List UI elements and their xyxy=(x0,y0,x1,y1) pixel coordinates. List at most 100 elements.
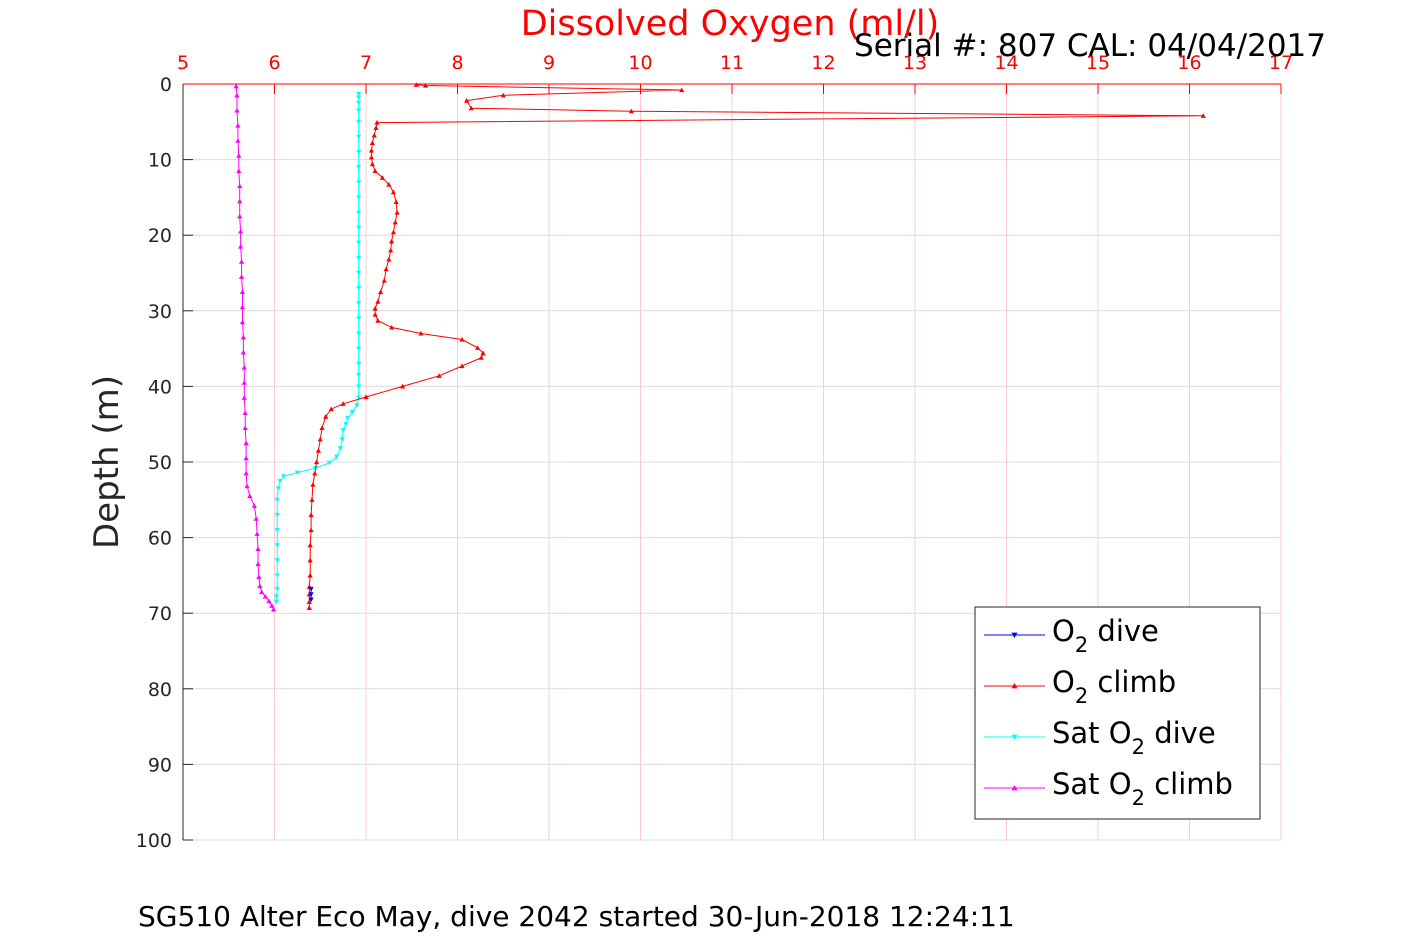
data-point xyxy=(356,395,362,401)
data-point xyxy=(237,213,243,219)
data-point xyxy=(356,225,362,231)
data-point xyxy=(340,401,346,406)
data-point xyxy=(393,199,399,205)
data-point xyxy=(319,425,325,431)
x-tick-label: 13 xyxy=(903,52,927,74)
y-tick-label: 70 xyxy=(148,603,172,625)
data-point xyxy=(356,149,362,155)
data-point xyxy=(306,605,312,610)
data-point xyxy=(242,410,248,415)
x-tick-label: 12 xyxy=(811,52,835,74)
data-point xyxy=(369,161,376,167)
series-sat-o2-climb xyxy=(233,83,277,612)
data-point xyxy=(379,175,386,180)
data-point xyxy=(386,256,392,262)
data-point xyxy=(256,574,262,579)
data-point xyxy=(464,98,470,103)
data-point xyxy=(308,527,314,533)
series-sat-o2-dive xyxy=(273,91,362,605)
data-point xyxy=(274,558,280,563)
y-tick-label: 80 xyxy=(148,679,172,701)
data-point xyxy=(394,209,400,215)
data-point xyxy=(274,586,280,592)
footer-caption: SG510 Alter Eco May, dive 2042 started 3… xyxy=(138,900,1015,933)
data-point xyxy=(334,454,340,460)
data-point xyxy=(309,497,315,502)
data-point xyxy=(310,482,316,487)
data-point xyxy=(356,361,362,367)
data-point xyxy=(238,259,245,264)
data-point xyxy=(273,594,279,600)
data-point xyxy=(389,324,395,330)
data-point xyxy=(356,134,362,140)
data-point xyxy=(270,606,277,612)
data-point xyxy=(389,238,395,244)
data-point xyxy=(628,108,634,114)
y-tick-label: 100 xyxy=(136,830,172,852)
data-point xyxy=(383,266,389,272)
data-point xyxy=(323,414,329,419)
data-point xyxy=(262,593,268,599)
data-point xyxy=(277,478,283,484)
x-tick-label: 9 xyxy=(543,52,555,74)
data-point xyxy=(375,299,381,304)
data-point xyxy=(356,100,362,106)
data-point xyxy=(436,373,442,378)
legend-swatch-marker xyxy=(1011,785,1018,791)
data-point xyxy=(243,470,249,476)
data-point xyxy=(306,599,312,604)
data-point xyxy=(369,140,376,146)
data-point xyxy=(255,546,261,552)
data-point xyxy=(459,363,465,369)
data-point xyxy=(242,425,248,431)
data-point xyxy=(356,108,362,114)
y-axis-label: Depth (m) xyxy=(87,375,127,549)
data-point xyxy=(459,336,465,342)
legend-label: Sat O2 dive xyxy=(1052,716,1216,759)
data-point xyxy=(500,92,506,98)
data-point xyxy=(236,168,242,174)
data-point xyxy=(356,255,362,261)
data-point xyxy=(239,319,246,325)
data-point xyxy=(240,349,246,355)
series-layer xyxy=(233,82,1206,612)
data-point xyxy=(328,406,334,412)
x-tick-label: 8 xyxy=(451,52,463,74)
x-tick-labels: 5 6 7 8 9 10 11 12 13 14 15 16 17 xyxy=(177,52,1293,74)
data-point xyxy=(269,603,275,608)
data-point xyxy=(255,561,261,567)
data-point xyxy=(238,274,245,279)
data-point xyxy=(372,305,378,311)
data-point xyxy=(241,364,247,370)
legend-label: O2 climb xyxy=(1052,665,1176,708)
series-o2-climb xyxy=(306,82,1206,610)
data-point xyxy=(339,437,345,442)
data-point xyxy=(275,486,281,492)
data-point xyxy=(236,153,242,158)
data-point xyxy=(235,122,241,128)
data-point xyxy=(392,219,398,225)
data-point xyxy=(356,331,362,337)
data-point xyxy=(243,455,249,461)
legend: O2 dive O2 climb Sat O2 dive Sat O2 climb xyxy=(974,606,1261,820)
data-point xyxy=(368,147,375,153)
data-point xyxy=(1200,113,1206,118)
x-tick-label: 17 xyxy=(1269,52,1293,74)
data-point xyxy=(356,165,362,170)
data-point xyxy=(308,586,314,592)
data-point xyxy=(356,346,362,352)
legend-swatch-marker xyxy=(1011,683,1018,689)
x-tick-label: 7 xyxy=(360,52,372,74)
data-point xyxy=(356,210,362,216)
y-tick-label: 40 xyxy=(148,376,172,398)
data-point xyxy=(237,198,243,204)
y-tick-label: 0 xyxy=(160,74,172,96)
data-point xyxy=(234,92,240,98)
data-point xyxy=(400,383,406,389)
x-tick-label: 5 xyxy=(177,52,189,74)
data-point xyxy=(356,301,362,306)
legend-swatch-marker xyxy=(1011,734,1018,740)
legend-entry-sat-o2-climb: Sat O2 climb xyxy=(984,767,1233,810)
data-point xyxy=(345,416,351,421)
data-point xyxy=(273,599,279,605)
